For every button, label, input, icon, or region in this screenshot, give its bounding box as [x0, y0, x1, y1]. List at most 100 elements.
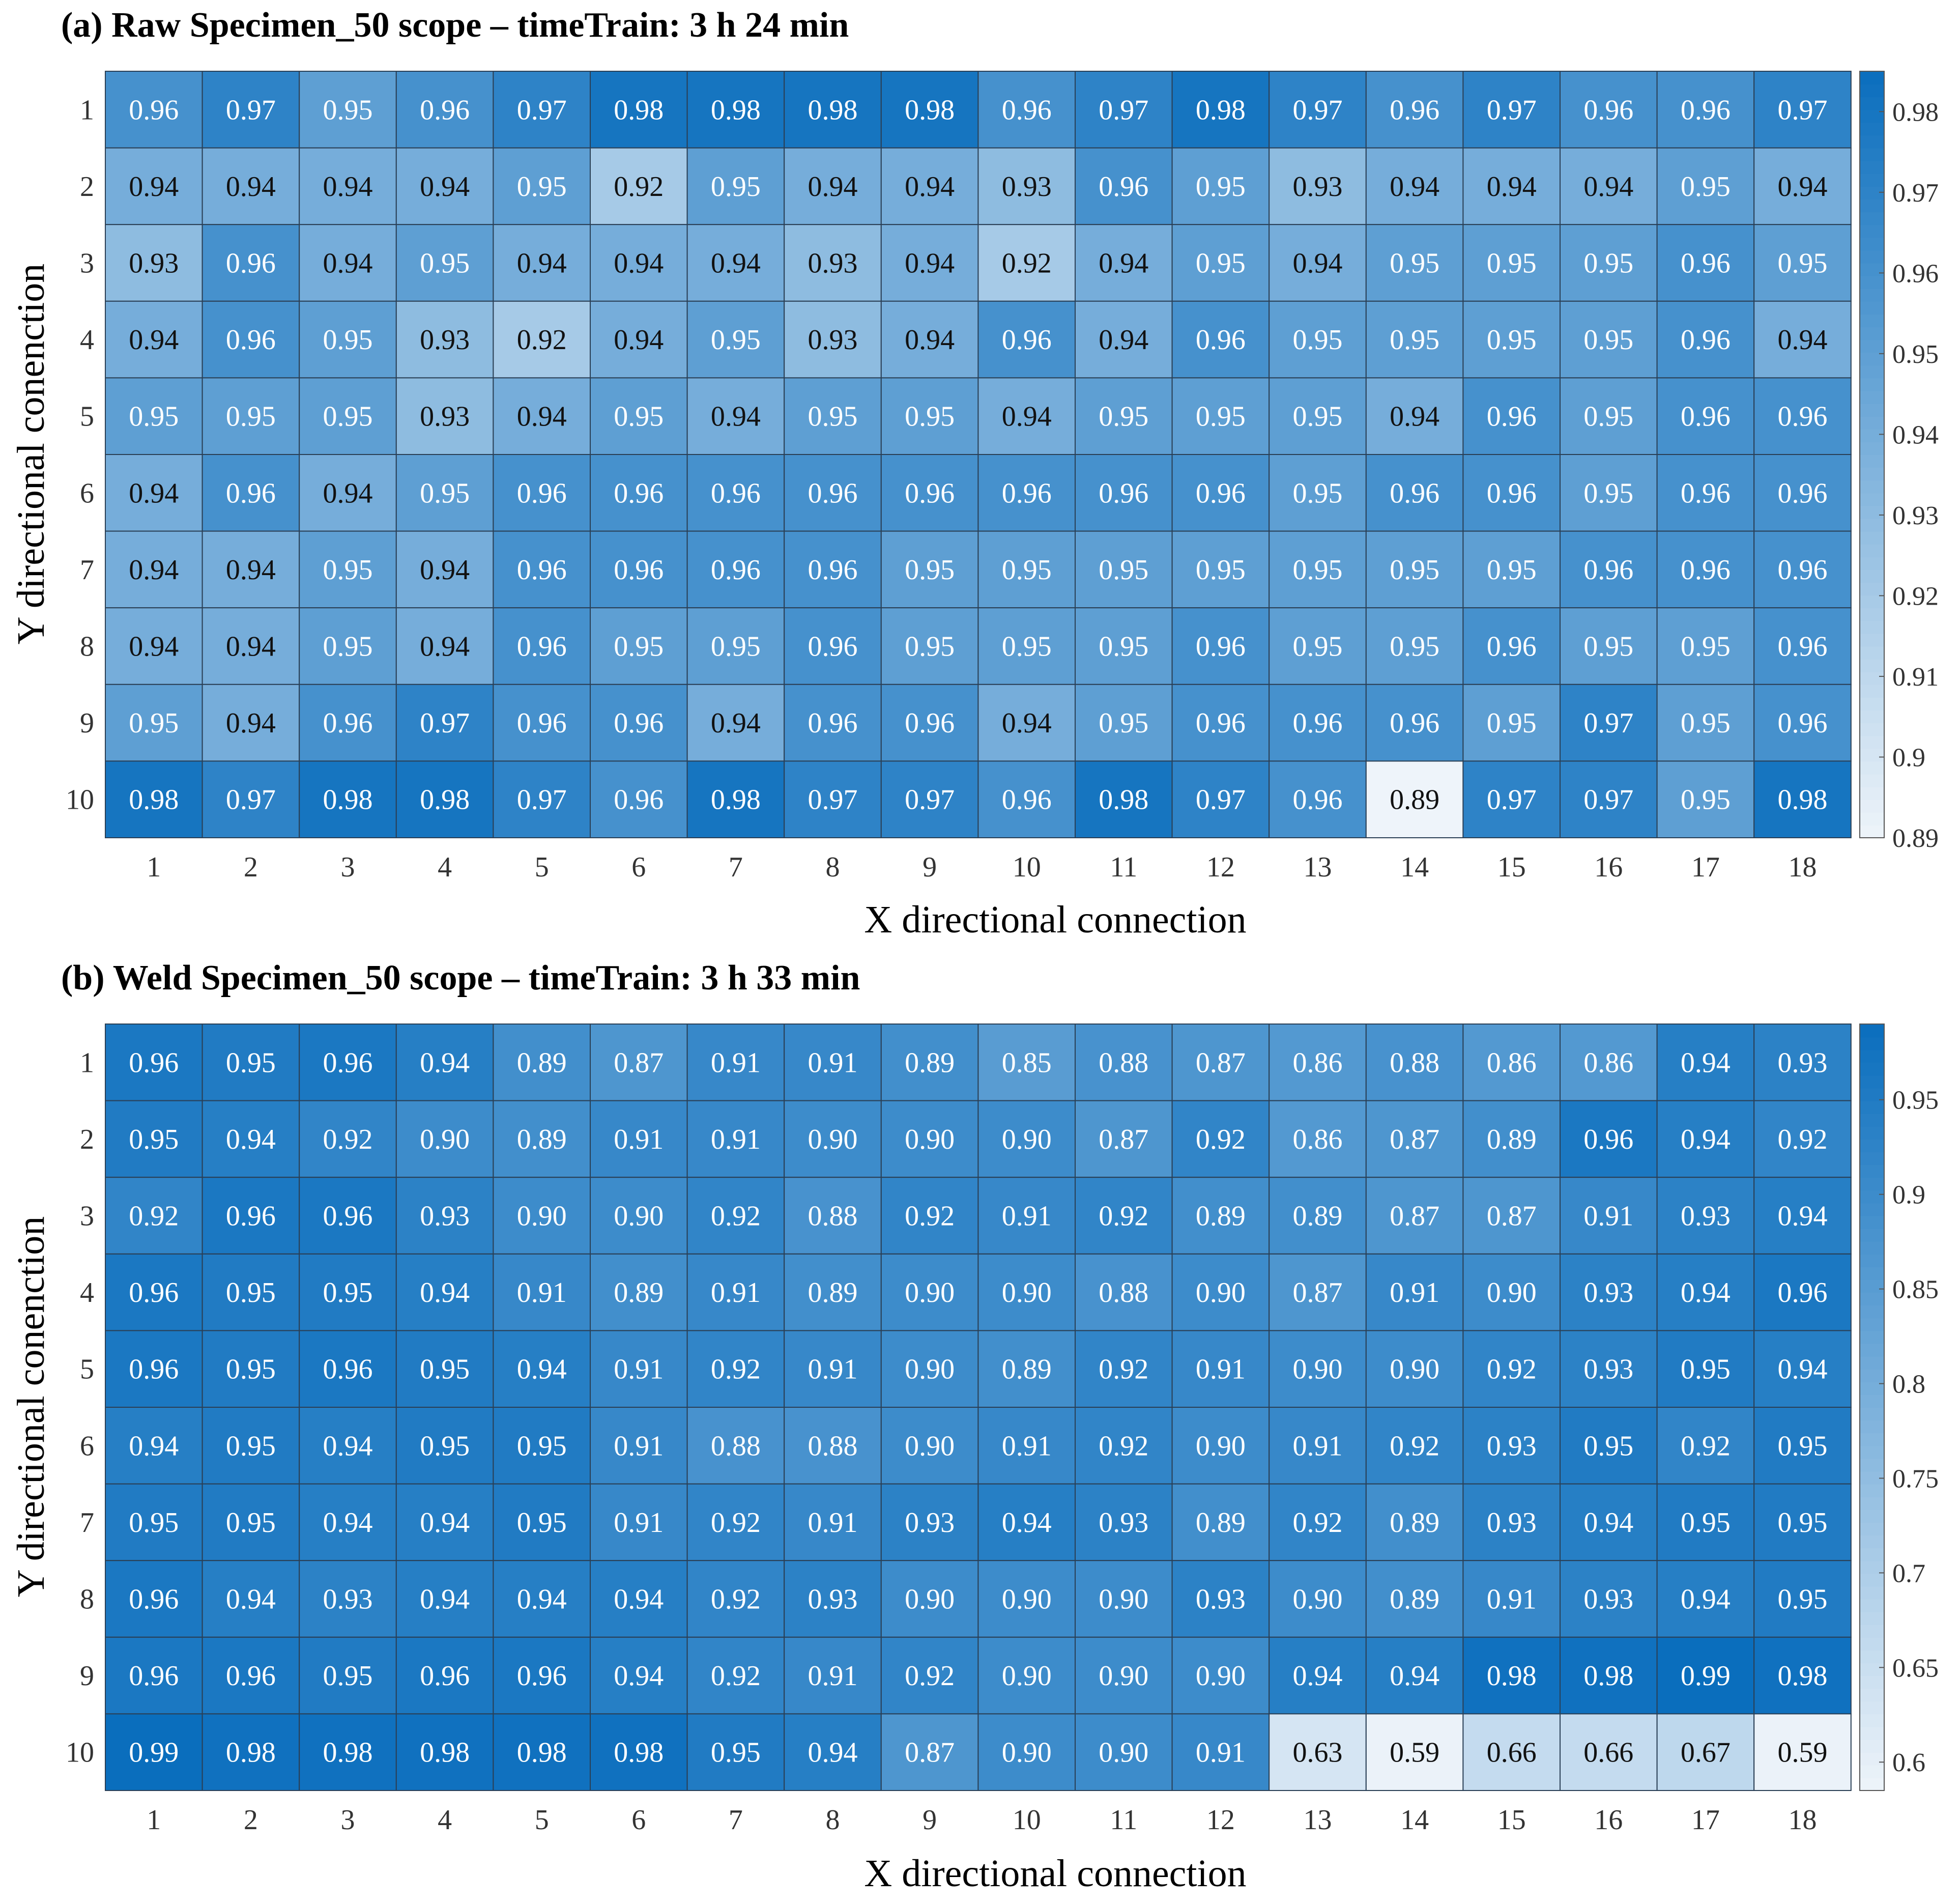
x-tick-label: 14 — [1400, 851, 1429, 883]
heatmap-cell-label: 0.94 — [1778, 171, 1828, 203]
heatmap-cell — [1075, 1407, 1173, 1485]
heatmap-cell-label: 0.96 — [517, 477, 567, 509]
heatmap-cell — [1365, 1483, 1464, 1561]
heatmap-cell-label: 0.95 — [614, 631, 664, 663]
heatmap-cell — [1656, 1713, 1755, 1791]
heatmap-cell — [1753, 1483, 1852, 1561]
heatmap-cell-label: 0.96 — [1002, 94, 1052, 126]
colorbar-segment — [1860, 1522, 1884, 1536]
colorbar-tick-label: 0.98 — [1892, 98, 1939, 127]
heatmap-cell-label: 0.59 — [1390, 1737, 1439, 1769]
heatmap-cell-label: 0.95 — [1293, 631, 1343, 663]
heatmap-cell — [1171, 1100, 1270, 1178]
colorbar-segment — [1860, 199, 1884, 213]
heatmap-cell-label: 0.96 — [1681, 401, 1731, 433]
heatmap-cell — [1269, 760, 1367, 839]
heatmap-cell — [1753, 760, 1852, 839]
heatmap-cell-label: 0.99 — [1681, 1660, 1731, 1692]
heatmap-cell — [201, 1713, 300, 1791]
heatmap-cell — [395, 1253, 494, 1331]
colorbar-segment — [1860, 1752, 1884, 1766]
heatmap-cell-label: 0.94 — [711, 401, 761, 433]
heatmap-cell-label: 0.94 — [1390, 401, 1439, 433]
heatmap-cell — [105, 607, 203, 685]
heatmap-cell — [880, 224, 979, 302]
colorbar-segment — [1860, 365, 1884, 379]
heatmap-cell-label: 0.95 — [1583, 477, 1633, 509]
heatmap-cell-label: 0.91 — [1583, 1201, 1633, 1232]
heatmap-cell — [395, 147, 494, 225]
x-tick-label: 18 — [1789, 851, 1817, 883]
heatmap-cell — [1365, 1024, 1464, 1101]
heatmap-cell-label: 0.95 — [323, 554, 373, 586]
x-tick-label: 2 — [244, 1804, 258, 1836]
heatmap-cell-label: 0.89 — [1293, 1201, 1343, 1232]
y-tick-label: 6 — [80, 1430, 94, 1462]
heatmap-cell — [1753, 1560, 1852, 1638]
heatmap-cell-label: 0.94 — [323, 1430, 373, 1462]
heatmap-cell-label: 0.96 — [1293, 707, 1343, 739]
heatmap-cell-label: 0.94 — [1293, 248, 1343, 279]
x-tick-label: 12 — [1206, 1804, 1235, 1836]
heatmap-cell — [1753, 1636, 1852, 1715]
heatmap-cell-label: 0.63 — [1293, 1737, 1343, 1769]
colorbar-segment — [1860, 1637, 1884, 1651]
y-tick-label: 2 — [80, 1124, 94, 1155]
colorbar-segment — [1860, 1675, 1884, 1689]
colorbar-segment — [1860, 1292, 1884, 1306]
heatmap-cell — [201, 454, 300, 532]
heatmap-cell — [395, 71, 494, 149]
heatmap-cell-label: 0.96 — [1681, 477, 1731, 509]
heatmap-cell — [590, 760, 688, 839]
colorbar-segment — [1860, 314, 1884, 327]
colorbar-segment — [1860, 620, 1884, 634]
heatmap-cell-label: 0.94 — [420, 1507, 470, 1539]
heatmap-cell — [1171, 1713, 1270, 1791]
heatmap-cell-label: 0.88 — [1390, 1047, 1439, 1078]
heatmap-cell — [299, 1330, 397, 1408]
heatmap-cell-label: 0.95 — [1681, 707, 1731, 739]
heatmap-cell — [977, 1253, 1076, 1331]
y-tick-label: 8 — [80, 1584, 94, 1615]
heatmap-cell-label: 0.95 — [323, 631, 373, 663]
heatmap-cell — [977, 530, 1076, 609]
heatmap-cell — [299, 300, 397, 379]
heatmap-cell-label: 0.88 — [808, 1201, 858, 1232]
heatmap-cell-label: 0.95 — [905, 554, 955, 586]
colorbar-segment — [1860, 1394, 1884, 1408]
x-tick-label: 12 — [1206, 851, 1235, 883]
heatmap-cell-label: 0.94 — [614, 324, 664, 356]
heatmap-cell-label: 0.93 — [808, 248, 858, 279]
heatmap-cell — [201, 377, 300, 456]
x-tick-label: 5 — [535, 851, 549, 883]
heatmap-cell-label: 0.90 — [420, 1124, 470, 1155]
heatmap-cell — [590, 1713, 688, 1791]
heatmap-cell-label: 0.94 — [1583, 1507, 1633, 1539]
heatmap-cell — [299, 1177, 397, 1255]
colorbar-segment — [1860, 480, 1884, 494]
heatmap-cell-label: 0.92 — [517, 324, 567, 356]
heatmap-cell-label: 0.96 — [1002, 477, 1052, 509]
heatmap-cell — [1462, 1560, 1561, 1638]
heatmap-cell — [1753, 607, 1852, 685]
heatmap-cell — [590, 454, 688, 532]
heatmap-cell-label: 0.96 — [1778, 554, 1828, 586]
heatmap-cell-label: 0.96 — [1487, 477, 1537, 509]
heatmap-cell-label: 0.95 — [1583, 1430, 1633, 1462]
heatmap-cell — [880, 1024, 979, 1101]
colorbar-segment — [1860, 263, 1884, 276]
heatmap-cell-label: 0.90 — [1002, 1737, 1052, 1769]
heatmap-cell — [784, 530, 882, 609]
heatmap-cell — [977, 1330, 1076, 1408]
heatmap-cell — [686, 1713, 785, 1791]
heatmap-cell-label: 0.89 — [905, 1047, 955, 1078]
colorbar-segment — [1860, 1688, 1884, 1702]
colorbar-segment — [1860, 774, 1884, 787]
heatmap-cell — [590, 1330, 688, 1408]
heatmap-cell-label: 0.94 — [905, 171, 955, 203]
heatmap-cell — [493, 1177, 591, 1255]
x-tick-label: 10 — [1013, 1804, 1041, 1836]
heatmap-cell-label: 0.96 — [323, 707, 373, 739]
heatmap-cell-label: 0.96 — [420, 1660, 470, 1692]
heatmap-cell — [299, 1253, 397, 1331]
